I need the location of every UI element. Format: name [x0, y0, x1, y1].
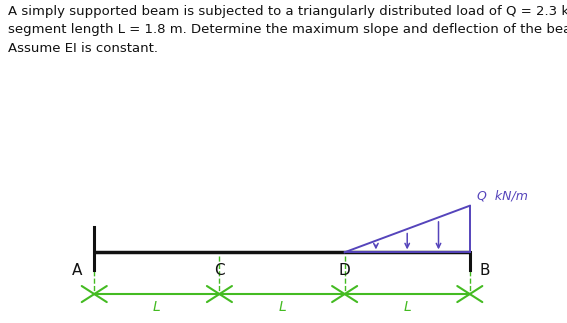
- Text: C: C: [214, 263, 225, 278]
- Text: L: L: [403, 300, 411, 314]
- Text: D: D: [338, 263, 350, 278]
- Text: A simply supported beam is subjected to a triangularly distributed load of Q = 2: A simply supported beam is subjected to …: [8, 5, 567, 55]
- Text: L: L: [153, 300, 160, 314]
- Text: L: L: [278, 300, 286, 314]
- Text: A: A: [71, 263, 82, 278]
- Text: Q  kN/m: Q kN/m: [477, 190, 528, 203]
- Text: B: B: [480, 263, 490, 278]
